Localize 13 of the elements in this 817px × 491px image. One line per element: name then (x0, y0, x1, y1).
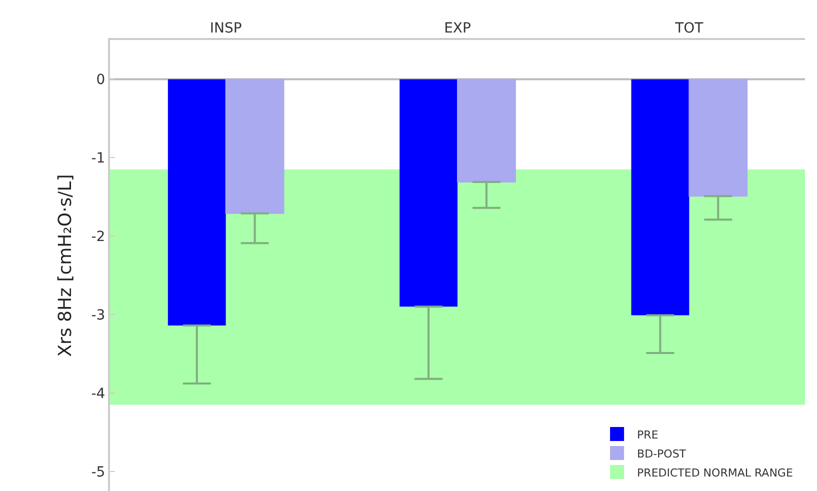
y-tick-label: -5 (91, 464, 106, 480)
y-tick-label: -4 (91, 386, 106, 402)
x-tick-label: EXP (444, 20, 471, 36)
y-tick-label: 0 (96, 72, 106, 88)
legend-label: PREDICTED NORMAL RANGE (637, 466, 793, 480)
x-tick-label: TOT (674, 20, 704, 36)
y-tick-label: -1 (91, 150, 106, 167)
y-tick-label: -2 (91, 228, 106, 245)
y-axis-title: Xrs 8Hz [cmH₂O·s/L] (54, 174, 76, 357)
y-tick-label: -3 (91, 307, 106, 324)
x-tick-label: INSP (210, 20, 242, 36)
legend-label: PRE (637, 428, 658, 442)
legend-label: BD-POST (637, 447, 686, 460)
